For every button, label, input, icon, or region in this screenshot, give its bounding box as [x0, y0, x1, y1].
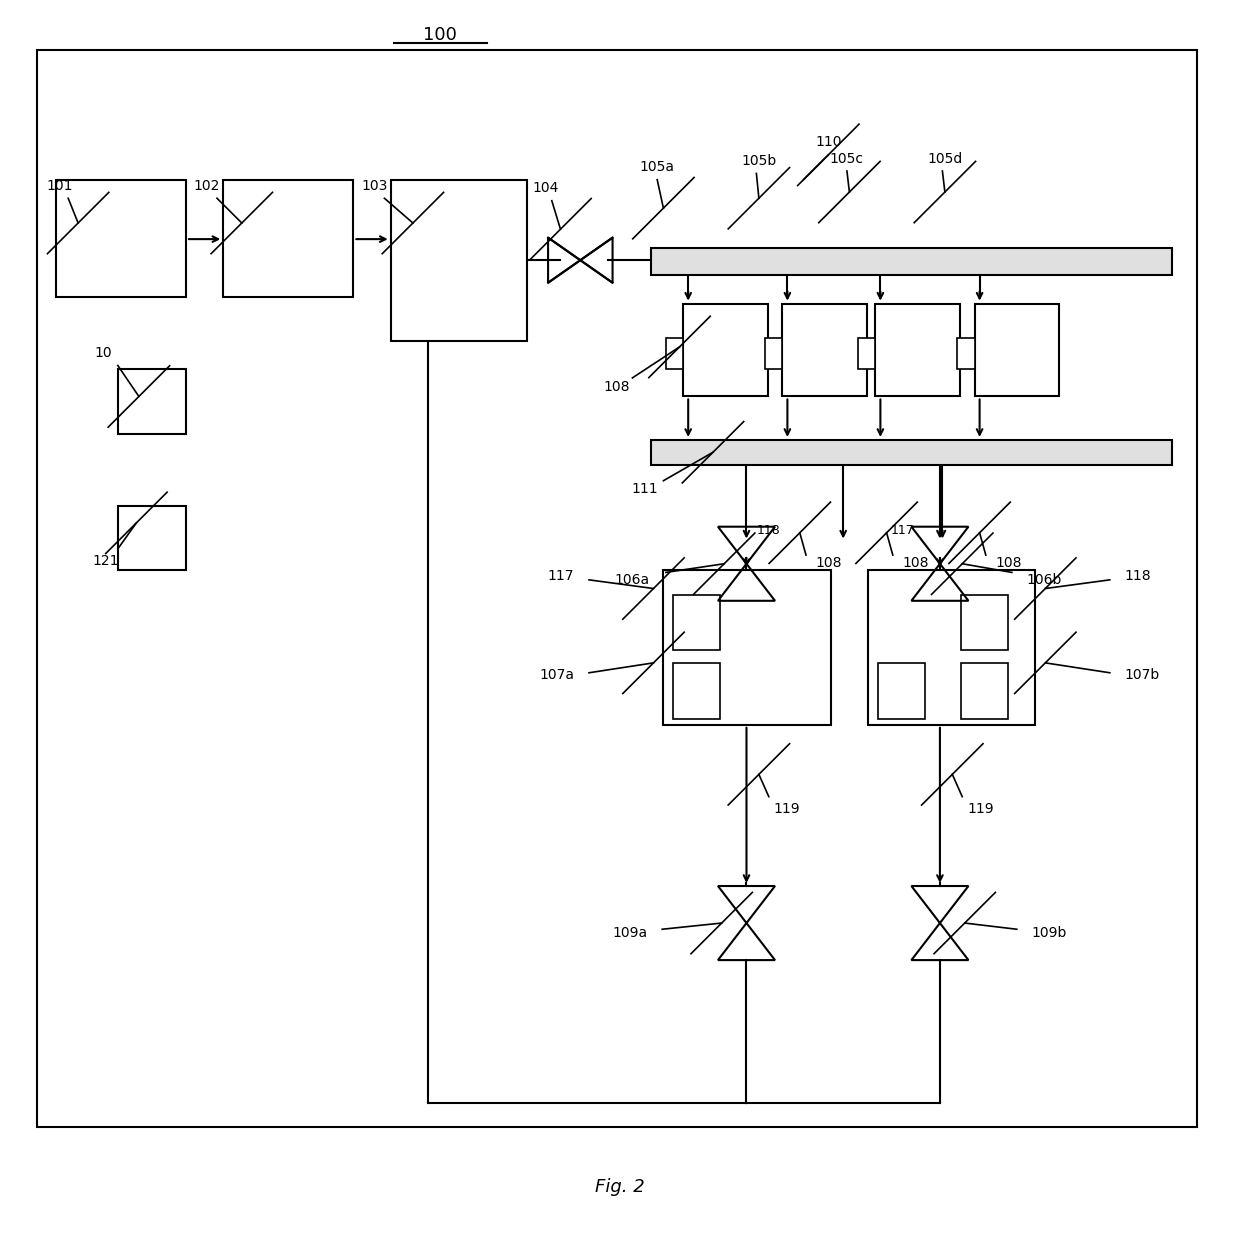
- Text: 111: 111: [631, 482, 658, 497]
- Text: 105c: 105c: [830, 151, 864, 166]
- Bar: [673, 663, 720, 719]
- Text: 105d: 105d: [928, 151, 962, 166]
- Text: 118: 118: [1125, 569, 1151, 584]
- Text: 105b: 105b: [742, 154, 776, 169]
- Bar: [118, 506, 186, 570]
- Bar: [391, 180, 527, 341]
- Text: 101: 101: [46, 178, 73, 193]
- Text: 10: 10: [94, 346, 112, 361]
- Bar: [673, 595, 720, 650]
- Bar: [875, 304, 960, 396]
- Bar: [858, 338, 875, 369]
- Text: 106a: 106a: [615, 572, 650, 587]
- Text: 107b: 107b: [1125, 668, 1159, 683]
- Text: 109a: 109a: [613, 926, 647, 940]
- Bar: [37, 50, 1197, 1127]
- Bar: [651, 248, 1172, 275]
- Text: 108: 108: [996, 555, 1022, 570]
- Text: 100: 100: [423, 26, 458, 43]
- Text: 108: 108: [603, 379, 630, 394]
- Text: 105a: 105a: [640, 160, 675, 175]
- Text: 102: 102: [193, 178, 221, 193]
- Text: 108: 108: [903, 555, 929, 570]
- Bar: [223, 180, 353, 297]
- Text: 117: 117: [890, 524, 914, 536]
- Bar: [961, 595, 1008, 650]
- Bar: [765, 338, 782, 369]
- Bar: [975, 304, 1059, 396]
- Bar: [663, 570, 831, 725]
- Bar: [651, 440, 1172, 465]
- Text: 119: 119: [967, 802, 993, 817]
- Bar: [683, 304, 768, 396]
- Text: 104: 104: [532, 181, 559, 196]
- Text: 108: 108: [816, 555, 842, 570]
- Bar: [782, 304, 867, 396]
- Text: 109b: 109b: [1032, 926, 1068, 940]
- Bar: [878, 663, 925, 719]
- Bar: [56, 180, 186, 297]
- Bar: [957, 338, 975, 369]
- Text: 110: 110: [815, 135, 842, 150]
- Text: 107a: 107a: [539, 668, 574, 683]
- Text: 103: 103: [361, 178, 388, 193]
- Text: Fig. 2: Fig. 2: [595, 1178, 645, 1196]
- Text: 119: 119: [774, 802, 800, 817]
- Bar: [868, 570, 1035, 725]
- Text: 118: 118: [756, 524, 780, 536]
- Bar: [118, 369, 186, 434]
- Bar: [666, 338, 683, 369]
- Text: 106b: 106b: [1027, 572, 1063, 587]
- Text: 117: 117: [548, 569, 574, 584]
- Text: 121: 121: [92, 554, 119, 569]
- Bar: [961, 663, 1008, 719]
